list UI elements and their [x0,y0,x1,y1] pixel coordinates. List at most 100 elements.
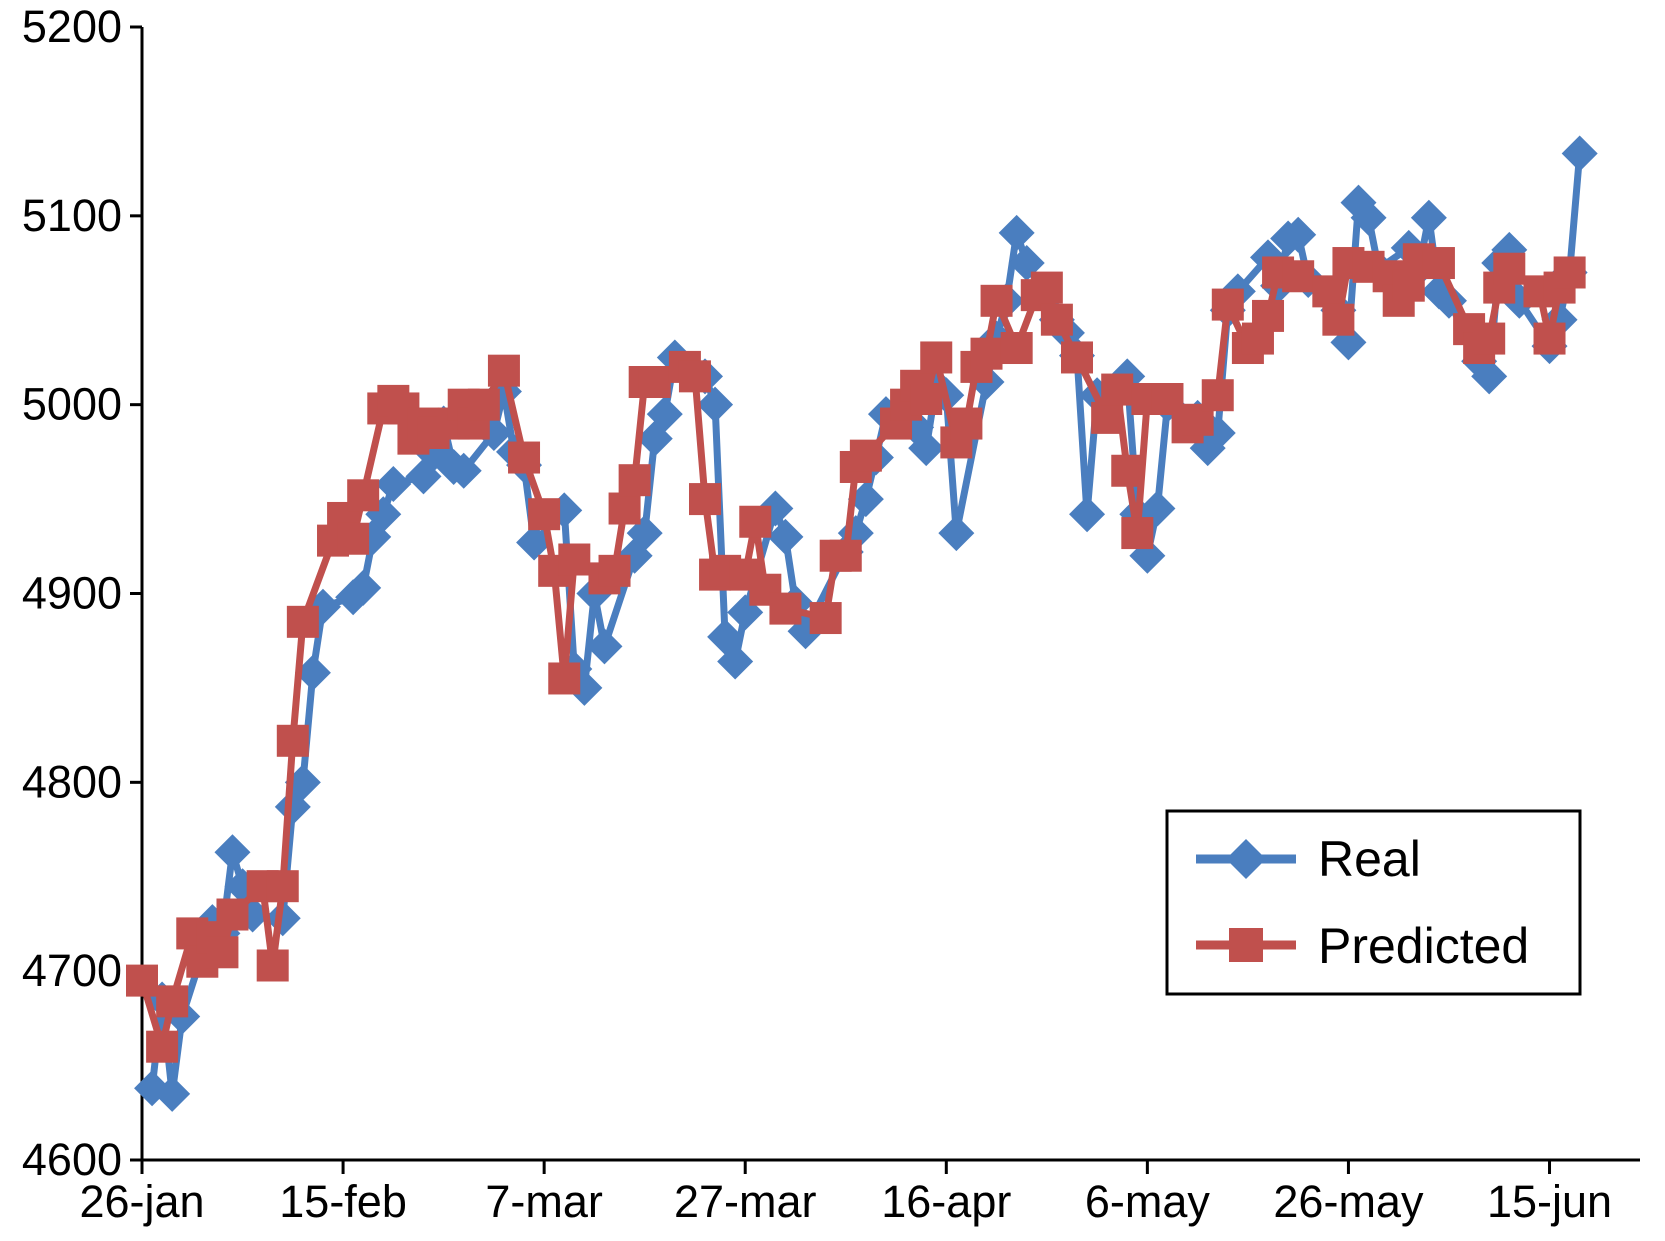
data-point-predicted [638,366,671,399]
data-point-real [375,465,412,502]
data-point-predicted [1030,271,1063,304]
data-point-predicted [608,492,641,525]
data-point-real [516,524,553,561]
data-point-real [1471,358,1508,395]
data-point-predicted [286,605,319,638]
data-point-predicted [206,936,239,969]
data-point-real [1561,135,1598,172]
data-point-predicted [508,441,541,474]
data-point-predicted [598,554,631,587]
data-point-real [345,569,382,606]
data-point-predicted [1121,517,1154,550]
legend-item-real: Real [1196,831,1421,887]
data-point-predicted [950,407,983,440]
data-point-predicted [1252,299,1285,332]
data-point-predicted [558,543,591,576]
data-point-real [998,214,1035,251]
data-point-predicted [126,964,158,997]
legend-label-predicted: Predicted [1318,918,1529,974]
data-point-predicted [1533,322,1566,355]
x-tick-label: 7-mar [485,1176,603,1227]
data-point-predicted [1473,322,1506,355]
data-point-real [908,430,945,467]
data-point-predicted [1111,454,1144,487]
y-tick-label: 5000 [22,379,122,430]
data-point-predicted [1151,383,1184,416]
data-point-real [224,868,261,905]
x-tick-label: 15-feb [279,1176,407,1227]
legend-swatch-marker-predicted [1229,928,1263,962]
data-point-real [214,834,251,871]
data-point-real [646,396,683,433]
data-point-real [1410,199,1447,236]
data-point-predicted [1553,256,1586,289]
y-tick-label: 4700 [22,945,122,996]
series-predicted [126,243,1586,1063]
y-tick-label: 5100 [22,190,122,241]
data-point-predicted [266,870,299,903]
data-point-predicted [487,354,520,387]
data-point-real [1139,490,1176,527]
x-axis-ticks: 26-jan 15-feb 7-mar 27-mar 16-apr 6-may 26-may… [79,1160,1612,1227]
y-tick-label: 4900 [22,568,122,619]
legend-item-predicted: Predicted [1196,918,1529,974]
data-point-predicted [970,337,1003,370]
data-point-predicted [347,479,380,512]
legend: Real Predicted [1165,809,1582,996]
data-point-predicted [1201,379,1234,412]
data-point-predicted [1211,288,1244,321]
y-axis-ticks: 4600 4700 4800 4900 5000 5100 5200 [22,1,142,1185]
data-point-predicted [467,388,500,421]
data-point-predicted [1000,332,1033,365]
data-point-real [1350,199,1387,236]
y-tick-label: 4800 [22,756,122,807]
data-point-predicted [1322,303,1355,336]
data-point-predicted [1493,252,1526,285]
data-point-predicted [849,439,882,472]
data-point-predicted [920,341,953,374]
data-point-real [1069,496,1106,533]
data-point-predicted [276,724,309,757]
data-point-predicted [980,284,1013,317]
data-point-predicted [256,949,289,982]
legend-swatch-marker-real [1226,839,1266,879]
data-point-predicted [146,1030,179,1063]
series-layer [126,135,1598,1112]
legend-box [1165,809,1582,996]
x-tick-label: 16-apr [881,1176,1011,1227]
data-point-predicted [1040,303,1073,336]
x-tick-label: 26-jan [79,1176,204,1227]
data-point-real [757,490,794,527]
data-point-predicted [829,539,862,572]
legend-label-real: Real [1318,831,1421,887]
data-point-predicted [1060,341,1093,374]
data-point-predicted [1312,275,1345,308]
data-point-predicted [156,985,189,1018]
data-point-predicted [739,505,772,538]
data-point-real [154,1075,191,1112]
data-point-predicted [337,522,370,555]
data-point-predicted [216,898,249,931]
data-point-real [586,628,623,665]
data-point-real [697,386,734,423]
x-tick-label: 6-may [1085,1176,1211,1227]
data-point-real [264,900,301,937]
data-point-predicted [548,662,581,695]
data-point-real [294,654,331,691]
data-point-predicted [689,483,722,516]
data-point-predicted [1422,247,1455,280]
x-tick-label: 15-jun [1487,1176,1612,1227]
data-point-real [1280,216,1317,253]
data-point-predicted [769,592,802,625]
y-tick-label: 4600 [22,1134,122,1185]
data-point-predicted [678,360,711,393]
x-tick-label: 26-may [1273,1176,1424,1227]
data-point-predicted [528,498,561,531]
data-point-predicted [1282,260,1315,293]
data-point-predicted [809,602,842,635]
data-point-predicted [910,383,943,416]
data-point-real [445,452,482,489]
data-point-real [847,481,884,518]
data-point-predicted [1101,373,1134,406]
